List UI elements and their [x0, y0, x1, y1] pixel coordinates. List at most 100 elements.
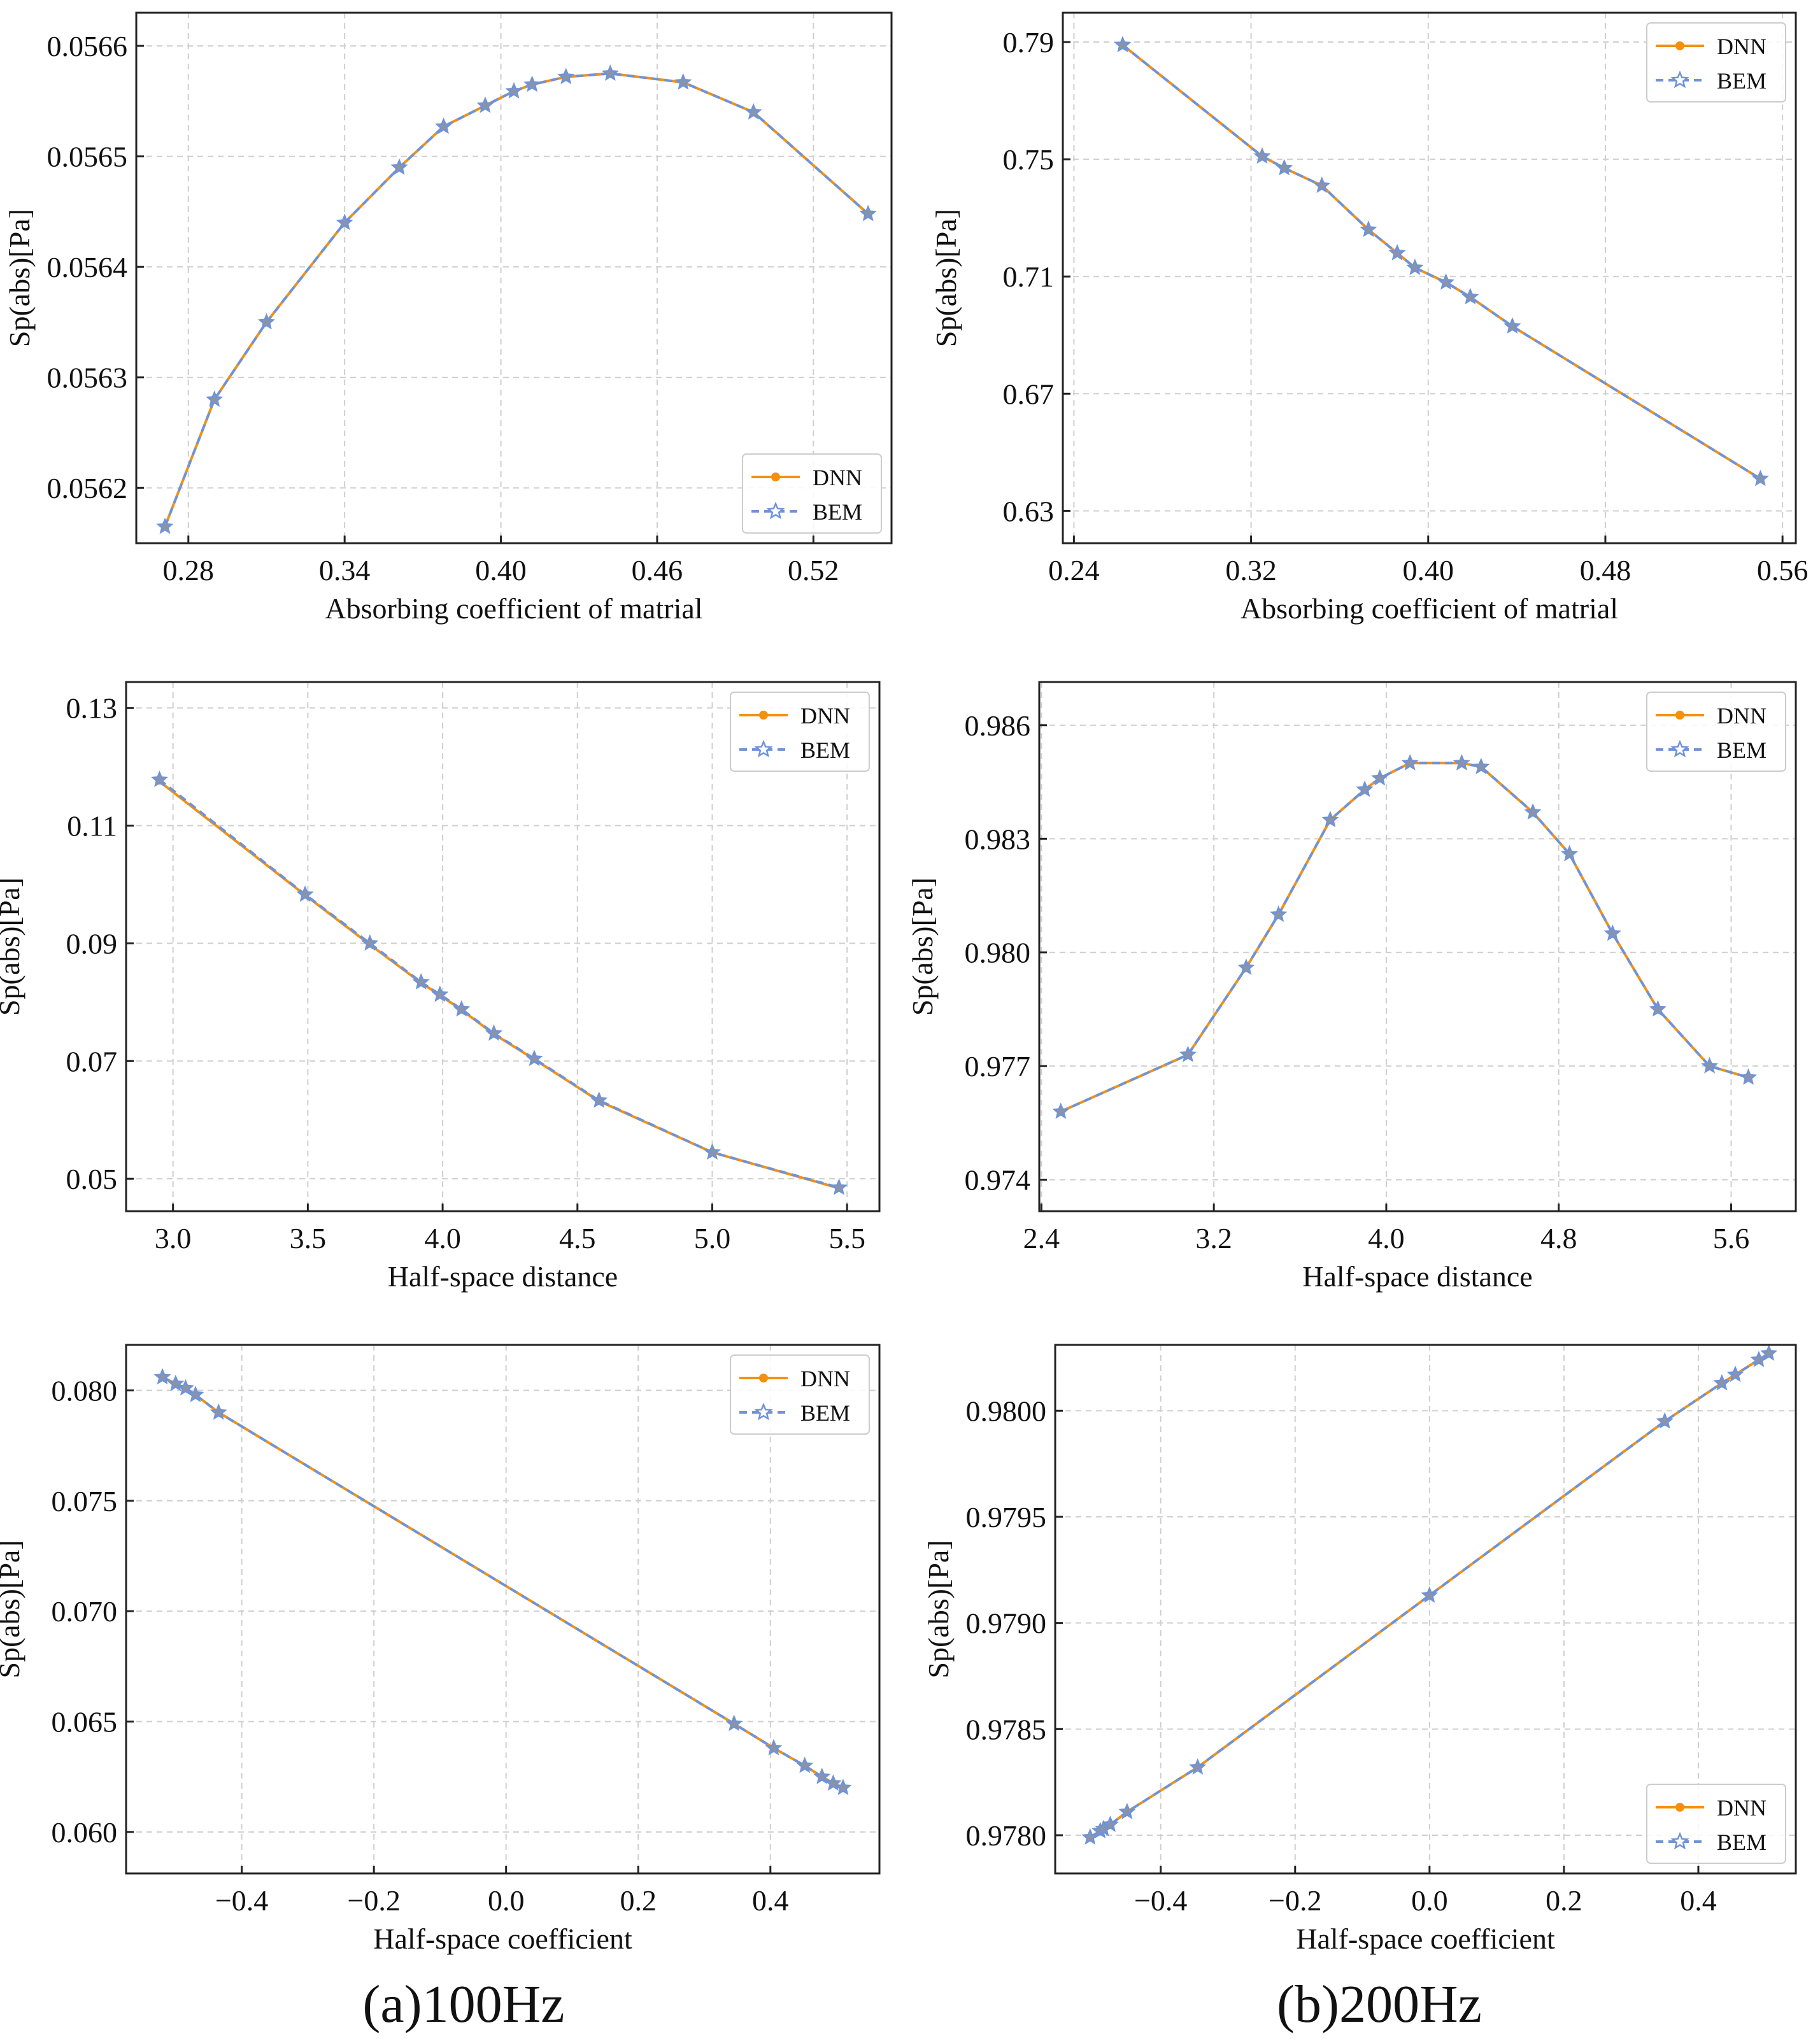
chart-1: 0.28 0.34 0.40 0.46 0.52 0.0562 0.0563 0.0564 0.… — [3, 11, 893, 625]
legend: DNN BEM — [1646, 692, 1786, 772]
bem-point — [765, 1738, 783, 1756]
x-tick-label: 5.6 — [1713, 1222, 1750, 1254]
bem-point — [1313, 176, 1331, 194]
legend-marker-bem — [1670, 739, 1689, 758]
y-tick-label: 0.9800 — [966, 1395, 1047, 1427]
series-line-bem — [159, 778, 840, 1189]
bem-point — [1603, 924, 1621, 941]
legend-label-dnn: DNN — [1717, 34, 1767, 59]
bem-point — [1118, 1803, 1136, 1819]
bem-point — [674, 73, 692, 90]
y-tick-label: 0.11 — [67, 810, 117, 842]
series-line-bem — [162, 1375, 844, 1789]
bem-point — [1561, 844, 1579, 862]
x-tick-label: 5.5 — [828, 1222, 865, 1254]
bem-point — [1472, 757, 1490, 774]
bem-point — [1371, 769, 1389, 786]
x-tick-label: 0.32 — [1225, 554, 1277, 586]
y-tick-label: 0.05 — [66, 1163, 118, 1195]
x-tick-label: 0.2 — [1546, 1884, 1582, 1917]
legend-marker-dnn — [759, 1374, 768, 1382]
legend-label-dnn: DNN — [800, 703, 850, 728]
x-tick-label: 5.0 — [694, 1222, 731, 1254]
bem-point — [1504, 317, 1521, 334]
y-axis-label: Sp(abs)[Pa] — [906, 877, 939, 1016]
x-tick-label: 4.5 — [559, 1222, 596, 1254]
bem-point — [1760, 1344, 1778, 1361]
bem-point — [834, 1779, 852, 1796]
y-tick-label: 0.67 — [1003, 378, 1055, 410]
x-tick-label: −0.4 — [215, 1884, 268, 1917]
y-tick-label: 0.0564 — [47, 251, 128, 283]
y-tick-label: 0.070 — [52, 1595, 118, 1628]
caption-a: (a)100Hz — [362, 1975, 564, 2034]
bem-point — [476, 96, 494, 113]
y-tick-label: 0.71 — [1003, 260, 1055, 293]
bem-point — [703, 1143, 721, 1160]
bem-point — [156, 517, 174, 534]
bem-point — [1270, 905, 1288, 922]
y-tick-label: 0.060 — [52, 1816, 118, 1849]
x-tick-label: 0.56 — [1757, 554, 1809, 586]
legend: DNN BEM — [730, 692, 870, 772]
bem-point — [590, 1091, 608, 1108]
bem-point — [1649, 1000, 1667, 1017]
legend: DNN BEM — [742, 453, 882, 534]
y-tick-label: 0.080 — [52, 1374, 118, 1407]
caption-b: (b)200Hz — [1277, 1975, 1482, 2034]
bem-point — [1751, 469, 1769, 487]
x-axis-label: Half-space distance — [388, 1260, 618, 1293]
legend-label-dnn: DNN — [813, 465, 862, 490]
plot-frame — [1038, 681, 1797, 1212]
bem-point — [1102, 1815, 1120, 1832]
legend-label-bem: BEM — [1717, 1829, 1767, 1855]
y-tick-label: 0.9795 — [966, 1501, 1047, 1533]
y-tick-label: 0.977 — [965, 1050, 1031, 1083]
bem-point — [206, 390, 224, 407]
legend: DNN BEM — [1646, 22, 1786, 103]
bem-point — [744, 103, 762, 120]
y-axis-label: Sp(abs)[Pa] — [922, 1540, 955, 1678]
x-tick-label: 0.34 — [319, 554, 371, 586]
x-tick-label: 0.52 — [788, 554, 839, 586]
bem-point — [1713, 1374, 1731, 1391]
legend-marker-dnn — [1675, 1803, 1684, 1812]
bem-point — [336, 213, 353, 231]
bem-point — [1276, 159, 1293, 176]
bem-point — [1081, 1828, 1099, 1845]
legend-marker-bem — [766, 501, 785, 520]
legend-label-bem: BEM — [813, 499, 862, 525]
x-axis-label: Absorbing coefficient of matrial — [1241, 592, 1618, 625]
x-tick-label: 0.0 — [488, 1884, 525, 1917]
legend-label-dnn: DNN — [800, 1366, 850, 1391]
bem-point — [1052, 1102, 1070, 1119]
bem-point — [1253, 147, 1271, 164]
bem-point — [1179, 1046, 1197, 1062]
y-tick-label: 0.980 — [965, 937, 1031, 969]
y-tick-label: 0.9790 — [966, 1607, 1047, 1640]
x-tick-label: 0.48 — [1580, 554, 1632, 586]
bem-point — [453, 1000, 471, 1017]
bem-point — [1701, 1056, 1719, 1074]
y-axis-label: Sp(abs)[Pa] — [0, 1540, 25, 1678]
y-tick-label: 0.0566 — [47, 30, 128, 62]
x-tick-label: 0.0 — [1411, 1884, 1448, 1917]
bem-point — [150, 771, 169, 787]
x-tick-label: 0.2 — [620, 1884, 657, 1917]
bem-point — [859, 204, 877, 222]
y-tick-label: 0.13 — [66, 692, 118, 725]
plot-frame — [1062, 11, 1797, 544]
x-tick-label: 0.4 — [1680, 1884, 1717, 1917]
legend-marker-dnn — [771, 472, 780, 481]
plot-frame — [135, 11, 893, 544]
legend-label-dnn: DNN — [1717, 1795, 1767, 1821]
legend-marker-bem — [754, 739, 773, 758]
y-tick-label: 0.0565 — [47, 141, 128, 173]
y-axis-label: Sp(abs)[Pa] — [0, 877, 25, 1016]
bem-point — [1453, 754, 1470, 771]
y-tick-label: 0.0563 — [47, 362, 128, 394]
x-tick-label: 0.40 — [1403, 554, 1454, 586]
series-line-dnn — [1060, 762, 1749, 1113]
bem-point — [525, 1049, 543, 1067]
